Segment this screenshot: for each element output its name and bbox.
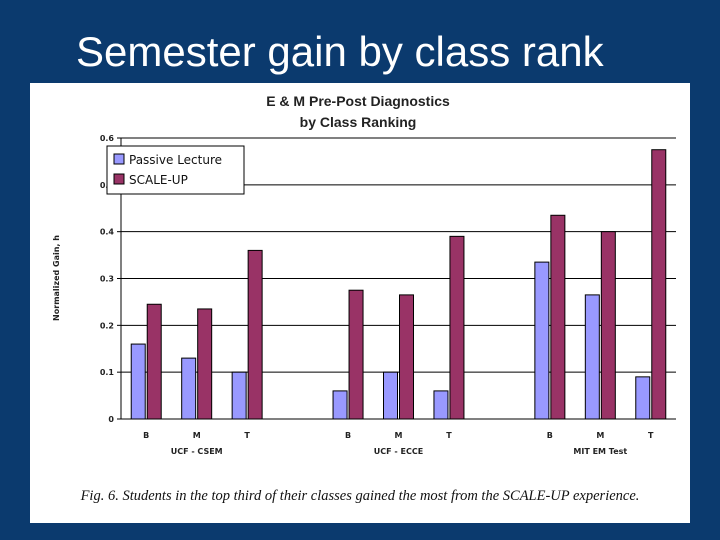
x-category-label: M <box>596 431 604 440</box>
chart-title: E & M Pre-Post Diagnostics <box>266 93 450 109</box>
y-tick-label: 0.1 <box>100 368 115 377</box>
x-category-label: T <box>648 431 654 440</box>
legend: Passive Lecture SCALE-UP <box>106 145 245 195</box>
bar-scale-up <box>449 235 465 420</box>
x-category-label: M <box>193 431 201 440</box>
y-tick-label: 0.6 <box>100 134 115 143</box>
bar-scale-up <box>600 231 616 420</box>
bars <box>130 149 667 420</box>
x-category-label: T <box>244 431 250 440</box>
x-group-label: UCF - ECCE <box>374 447 423 456</box>
slide-title: Semester gain by class rank <box>76 28 604 75</box>
bar-passive-lecture <box>534 261 550 420</box>
y-tick-label: 0.3 <box>100 275 114 284</box>
bar-passive-lecture <box>383 371 398 420</box>
bar-scale-up <box>247 249 263 420</box>
figure-caption: Fig. 6. Students in the top third of the… <box>80 488 640 504</box>
chart-subtitle: by Class Ranking <box>300 114 417 130</box>
bar-passive-lecture <box>332 390 348 420</box>
x-category-label: M <box>395 431 403 440</box>
bar-scale-up <box>197 308 213 420</box>
bar-passive-lecture <box>635 376 651 420</box>
bar-scale-up <box>146 303 162 420</box>
legend-label: SCALE-UP <box>129 173 188 187</box>
bar-passive-lecture <box>181 357 197 420</box>
bar-passive-lecture <box>130 343 146 420</box>
bar-scale-up <box>651 149 667 420</box>
bar-passive-lecture <box>433 390 449 420</box>
legend-box <box>106 145 245 195</box>
x-category-label: T <box>446 431 452 440</box>
bar-passive-lecture <box>231 371 247 420</box>
bar-chart: E & M Pre-Post Diagnostics by Class Rank… <box>52 93 676 456</box>
x-category-label: B <box>547 431 553 440</box>
y-axis-label: Normalized Gain, h <box>52 235 61 321</box>
x-category-label: B <box>345 431 351 440</box>
bar-scale-up <box>399 294 414 420</box>
y-tick-label: 0 <box>108 415 114 424</box>
bar-scale-up <box>550 214 566 420</box>
legend-label: Passive Lecture <box>129 153 222 167</box>
legend-swatch <box>113 173 125 185</box>
bar-scale-up <box>348 289 364 420</box>
x-group-label: MIT EM Test <box>573 447 627 456</box>
bar-passive-lecture <box>584 294 600 420</box>
y-tick-label: 0.4 <box>100 228 115 237</box>
y-tick-label: 0.2 <box>100 321 114 330</box>
x-category-label: B <box>143 431 149 440</box>
figure-panel: E & M Pre-Post Diagnostics by Class Rank… <box>30 83 690 523</box>
legend-swatch <box>113 153 125 165</box>
x-group-label: UCF - CSEM <box>171 447 223 456</box>
